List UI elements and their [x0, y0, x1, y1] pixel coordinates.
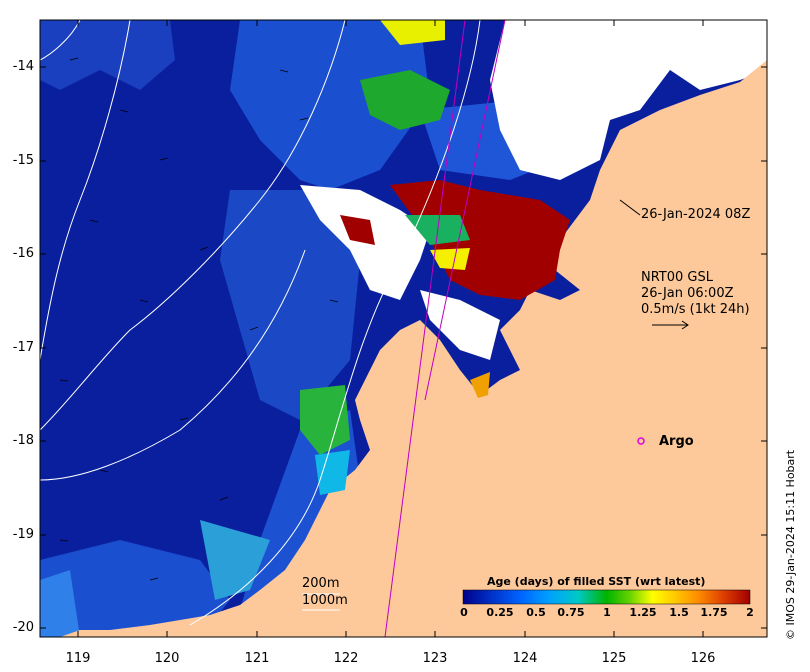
contour-200m-label: 200m [302, 576, 340, 591]
cloud-area [490, 20, 767, 180]
colorbar-tick: 0 [460, 606, 468, 619]
credit-label: © IMOS 29-Jan-2024 15:11 Hobart [784, 449, 797, 640]
argo-marker [637, 437, 645, 445]
lat-label: -15 [12, 153, 34, 168]
lon-label: 121 [244, 651, 270, 666]
cyan-age-patch [315, 450, 350, 495]
ocean-mid-patch [220, 190, 360, 420]
map-border [39, 19, 768, 638]
lat-label: -20 [12, 620, 34, 635]
contour-1000m-label: 1000m [302, 593, 348, 608]
lon-label: 126 [690, 651, 716, 666]
colorbar-tick: 1 [603, 606, 611, 619]
colorbar-tick: 1.5 [669, 606, 689, 619]
argo-label: Argo [659, 434, 694, 449]
satellite-track [384, 20, 466, 637]
x-ticks [77, 20, 704, 637]
lon-label: 120 [154, 651, 180, 666]
cloud-area [420, 290, 500, 360]
colorbar [462, 589, 751, 605]
ocean-mid-patch [40, 540, 230, 637]
old-sst-region [390, 180, 570, 300]
current-scale-arrow [652, 320, 689, 330]
orange-age-patch [470, 372, 490, 398]
green-age-patch [360, 70, 450, 130]
lat-label: -18 [12, 433, 34, 448]
y-ticks [40, 66, 767, 629]
observation-time-label: 26-Jan-2024 08Z [641, 207, 751, 222]
contour-1000m [40, 20, 346, 431]
colorbar-tick: 0.25 [486, 606, 514, 619]
current-source-label: NRT00 GSL [641, 270, 713, 285]
contour-line [40, 249, 306, 481]
satellite-track [424, 20, 506, 401]
current-time-label: 26-Jan 06:00Z [641, 286, 734, 301]
lon-label: 122 [333, 651, 359, 666]
old-sst-region [340, 215, 375, 245]
ocean-mid-patch [230, 20, 430, 190]
time-label-pointer [619, 199, 641, 216]
contour-line [40, 20, 131, 361]
colorbar-tick: 2 [746, 606, 754, 619]
ocean-light-patch [40, 570, 80, 637]
colorbar-tick: 0.5 [526, 606, 546, 619]
map-area [40, 20, 767, 637]
green-age-patch [300, 385, 350, 455]
lat-label: -19 [12, 527, 34, 542]
colorbar-tick: 1.75 [700, 606, 728, 619]
colorbar-title: Age (days) of filled SST (wrt latest) [487, 575, 706, 588]
colorbar-tick: 0.75 [557, 606, 585, 619]
lon-label: 125 [601, 651, 627, 666]
colorbar-tick: 1.25 [629, 606, 657, 619]
lat-label: -14 [12, 59, 34, 74]
lat-label: -16 [12, 246, 34, 261]
current-vectors [59, 57, 339, 581]
current-scale-label: 0.5m/s (1kt 24h) [641, 302, 750, 317]
ocean-mid-patch [40, 20, 175, 90]
lon-label: 119 [65, 651, 91, 666]
lon-label: 124 [512, 651, 538, 666]
land-mass [60, 60, 767, 637]
lat-label: -17 [12, 340, 34, 355]
lon-label: 123 [422, 651, 448, 666]
yellow-age-patch [430, 248, 470, 270]
yellow-age-patch [380, 20, 445, 45]
contour-line [40, 20, 81, 61]
